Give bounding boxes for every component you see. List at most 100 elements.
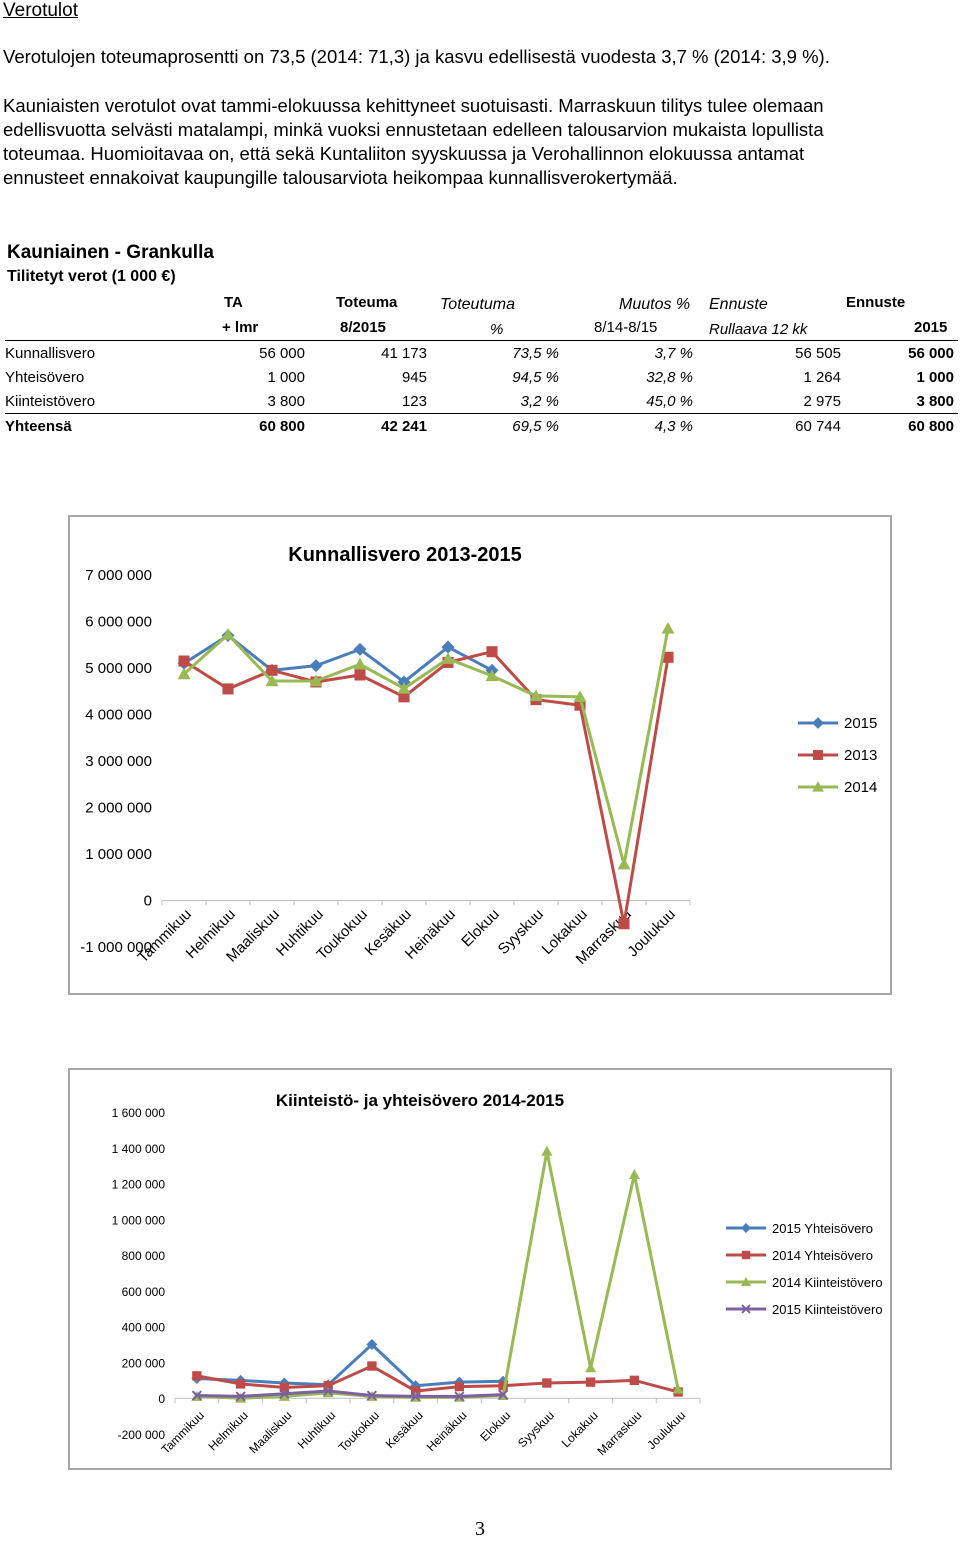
table-title: Kauniainen - Grankulla (7, 242, 214, 263)
data-point (397, 681, 411, 694)
legend-marker (741, 1304, 751, 1314)
chart-kiinteisto-yhteisovero: Kiinteistö- ja yhteisövero 2014-2015 1 60… (68, 1068, 892, 1470)
y-tick-label: 0 (144, 893, 152, 910)
data-point (541, 1145, 553, 1156)
data-point (266, 664, 278, 676)
legend-marker (813, 750, 823, 760)
chart-title: Kiinteistö- ja yhteisövero 2014-2015 (276, 1091, 564, 1110)
data-point (617, 857, 631, 870)
header-ennuste-rullaava: Ennuste (709, 296, 768, 313)
chart-kunnallisvero: Kunnallisvero 2013-2015 7 000 000 6 000 00… (68, 515, 892, 995)
data-point (661, 621, 675, 634)
y-tick-label: 6 000 000 (85, 614, 152, 631)
x-tick-label: Huhtikuu (295, 1408, 338, 1451)
data-point (573, 690, 587, 703)
cell-muutos: 45,0 % (646, 393, 693, 410)
paragraph-details: Kauniaisten verotulot ovat tammi-elokuus… (3, 94, 958, 190)
x-tick-label: Lokakuu (559, 1408, 601, 1450)
cell-rullaava: 60 744 (795, 418, 841, 435)
y-tick-label: 1 000 000 (85, 846, 152, 863)
x-tick-label: Heinäkuu (424, 1408, 470, 1454)
data-point (279, 1388, 290, 1399)
series-line (196, 1389, 504, 1398)
data-point (279, 1382, 290, 1393)
y-tick-label: 1 000 000 (112, 1213, 166, 1227)
y-tick-label: 200 000 (122, 1356, 166, 1370)
data-point (177, 667, 191, 680)
header-muutos-period: 8/14-8/15 (594, 319, 658, 336)
data-point (353, 657, 367, 670)
data-point (309, 674, 323, 687)
cell-ennuste: 1 000 (916, 369, 954, 386)
header-toteuma: Toteuma (336, 294, 398, 311)
legend-label: 2014 Yhteisövero (772, 1248, 873, 1263)
data-point (410, 1391, 421, 1402)
table-row: Kunnallisvero 56 000 41 173 73,5 % 3,7 %… (5, 342, 958, 366)
y-tick-label: 5 000 000 (85, 660, 152, 677)
cell-toteutuma: 94,5 % (512, 369, 559, 386)
cell-ta: 1 000 (267, 369, 305, 386)
cell-rullaava: 56 505 (795, 345, 841, 362)
data-point (585, 1377, 596, 1387)
data-point (366, 1390, 377, 1401)
legend-marker (741, 1250, 751, 1260)
cell-muutos: 3,7 % (654, 345, 693, 362)
cell-toteutuma: 73,5 % (512, 345, 559, 362)
y-tick-label: -1 000 000 (80, 939, 152, 956)
y-tick-label: 1 200 000 (112, 1178, 166, 1192)
y-tick-label: 4 000 000 (85, 707, 152, 724)
cell-toteuma: 123 (401, 393, 427, 410)
data-point (354, 669, 366, 681)
data-point (618, 918, 630, 930)
data-point (178, 655, 190, 667)
cell-toteuma: 945 (401, 369, 427, 386)
data-point (278, 1390, 290, 1401)
cell-ennuste: 3 800 (916, 393, 954, 410)
y-tick-label: 7 000 000 (85, 567, 152, 584)
data-point (191, 1390, 202, 1401)
paragraph-line: ennusteet ennakoivat kaupungille talousa… (3, 167, 678, 188)
x-tick-label: Joulukuu (644, 1408, 688, 1452)
data-point (441, 640, 455, 654)
data-point (235, 1379, 246, 1389)
y-tick-label: 400 000 (122, 1321, 166, 1335)
header-ta: TA (224, 294, 243, 311)
legend-label: 2015 (844, 715, 877, 732)
x-tick-label: Joulukuu (624, 906, 678, 960)
data-point (628, 1169, 640, 1180)
cell-ennuste: 56 000 (908, 345, 954, 362)
data-point (366, 1339, 378, 1351)
data-point (410, 1386, 421, 1396)
legend-label: 2015 Yhteisövero (772, 1221, 873, 1236)
cell-muutos: 32,8 % (646, 369, 693, 386)
table-divider (5, 340, 958, 341)
cell-rullaava: 2 975 (803, 393, 841, 410)
legend-marker (812, 781, 824, 792)
table-row: Yhteisövero 1 000 945 94,5 % 32,8 % 1 26… (5, 366, 958, 390)
data-point (662, 651, 674, 663)
table-row-total: Yhteensä 60 800 42 241 69,5 % 4,3 % 60 7… (5, 415, 958, 439)
data-point (222, 683, 234, 695)
x-tick-label: Kesäkuu (383, 1408, 426, 1451)
data-point (397, 675, 411, 689)
paragraph-line: Kauniaisten verotulot ovat tammi-elokuus… (3, 95, 824, 116)
data-point (192, 1371, 202, 1381)
x-tick-label: Syyskuu (495, 906, 547, 958)
y-tick-label: 800 000 (122, 1249, 166, 1263)
x-tick-label: Tammikuu (134, 906, 194, 966)
table-subtitle: Tilitetyt verot (1 000 €) (7, 268, 176, 285)
paragraph-line: toteumaa. Huomioitavaa on, että sekä Kun… (3, 143, 805, 164)
chart-kunnallisvero-svg: Kunnallisvero 2013-2015 7 000 000 6 000 00… (80, 544, 877, 968)
header-year: 2015 (914, 319, 948, 336)
data-point (542, 1378, 552, 1388)
cell-muutos: 4,3 % (654, 418, 693, 435)
data-point (629, 1375, 640, 1386)
header-rullaava: Rullaava 12 kk (709, 321, 808, 338)
legend-marker (812, 717, 824, 729)
x-tick-label: Maaliskuu (246, 1408, 294, 1456)
data-point (529, 689, 543, 702)
row-label: Kiinteistövero (5, 393, 96, 410)
cell-toteuma: 41 173 (381, 345, 427, 362)
row-label: Yhteisövero (5, 369, 85, 386)
